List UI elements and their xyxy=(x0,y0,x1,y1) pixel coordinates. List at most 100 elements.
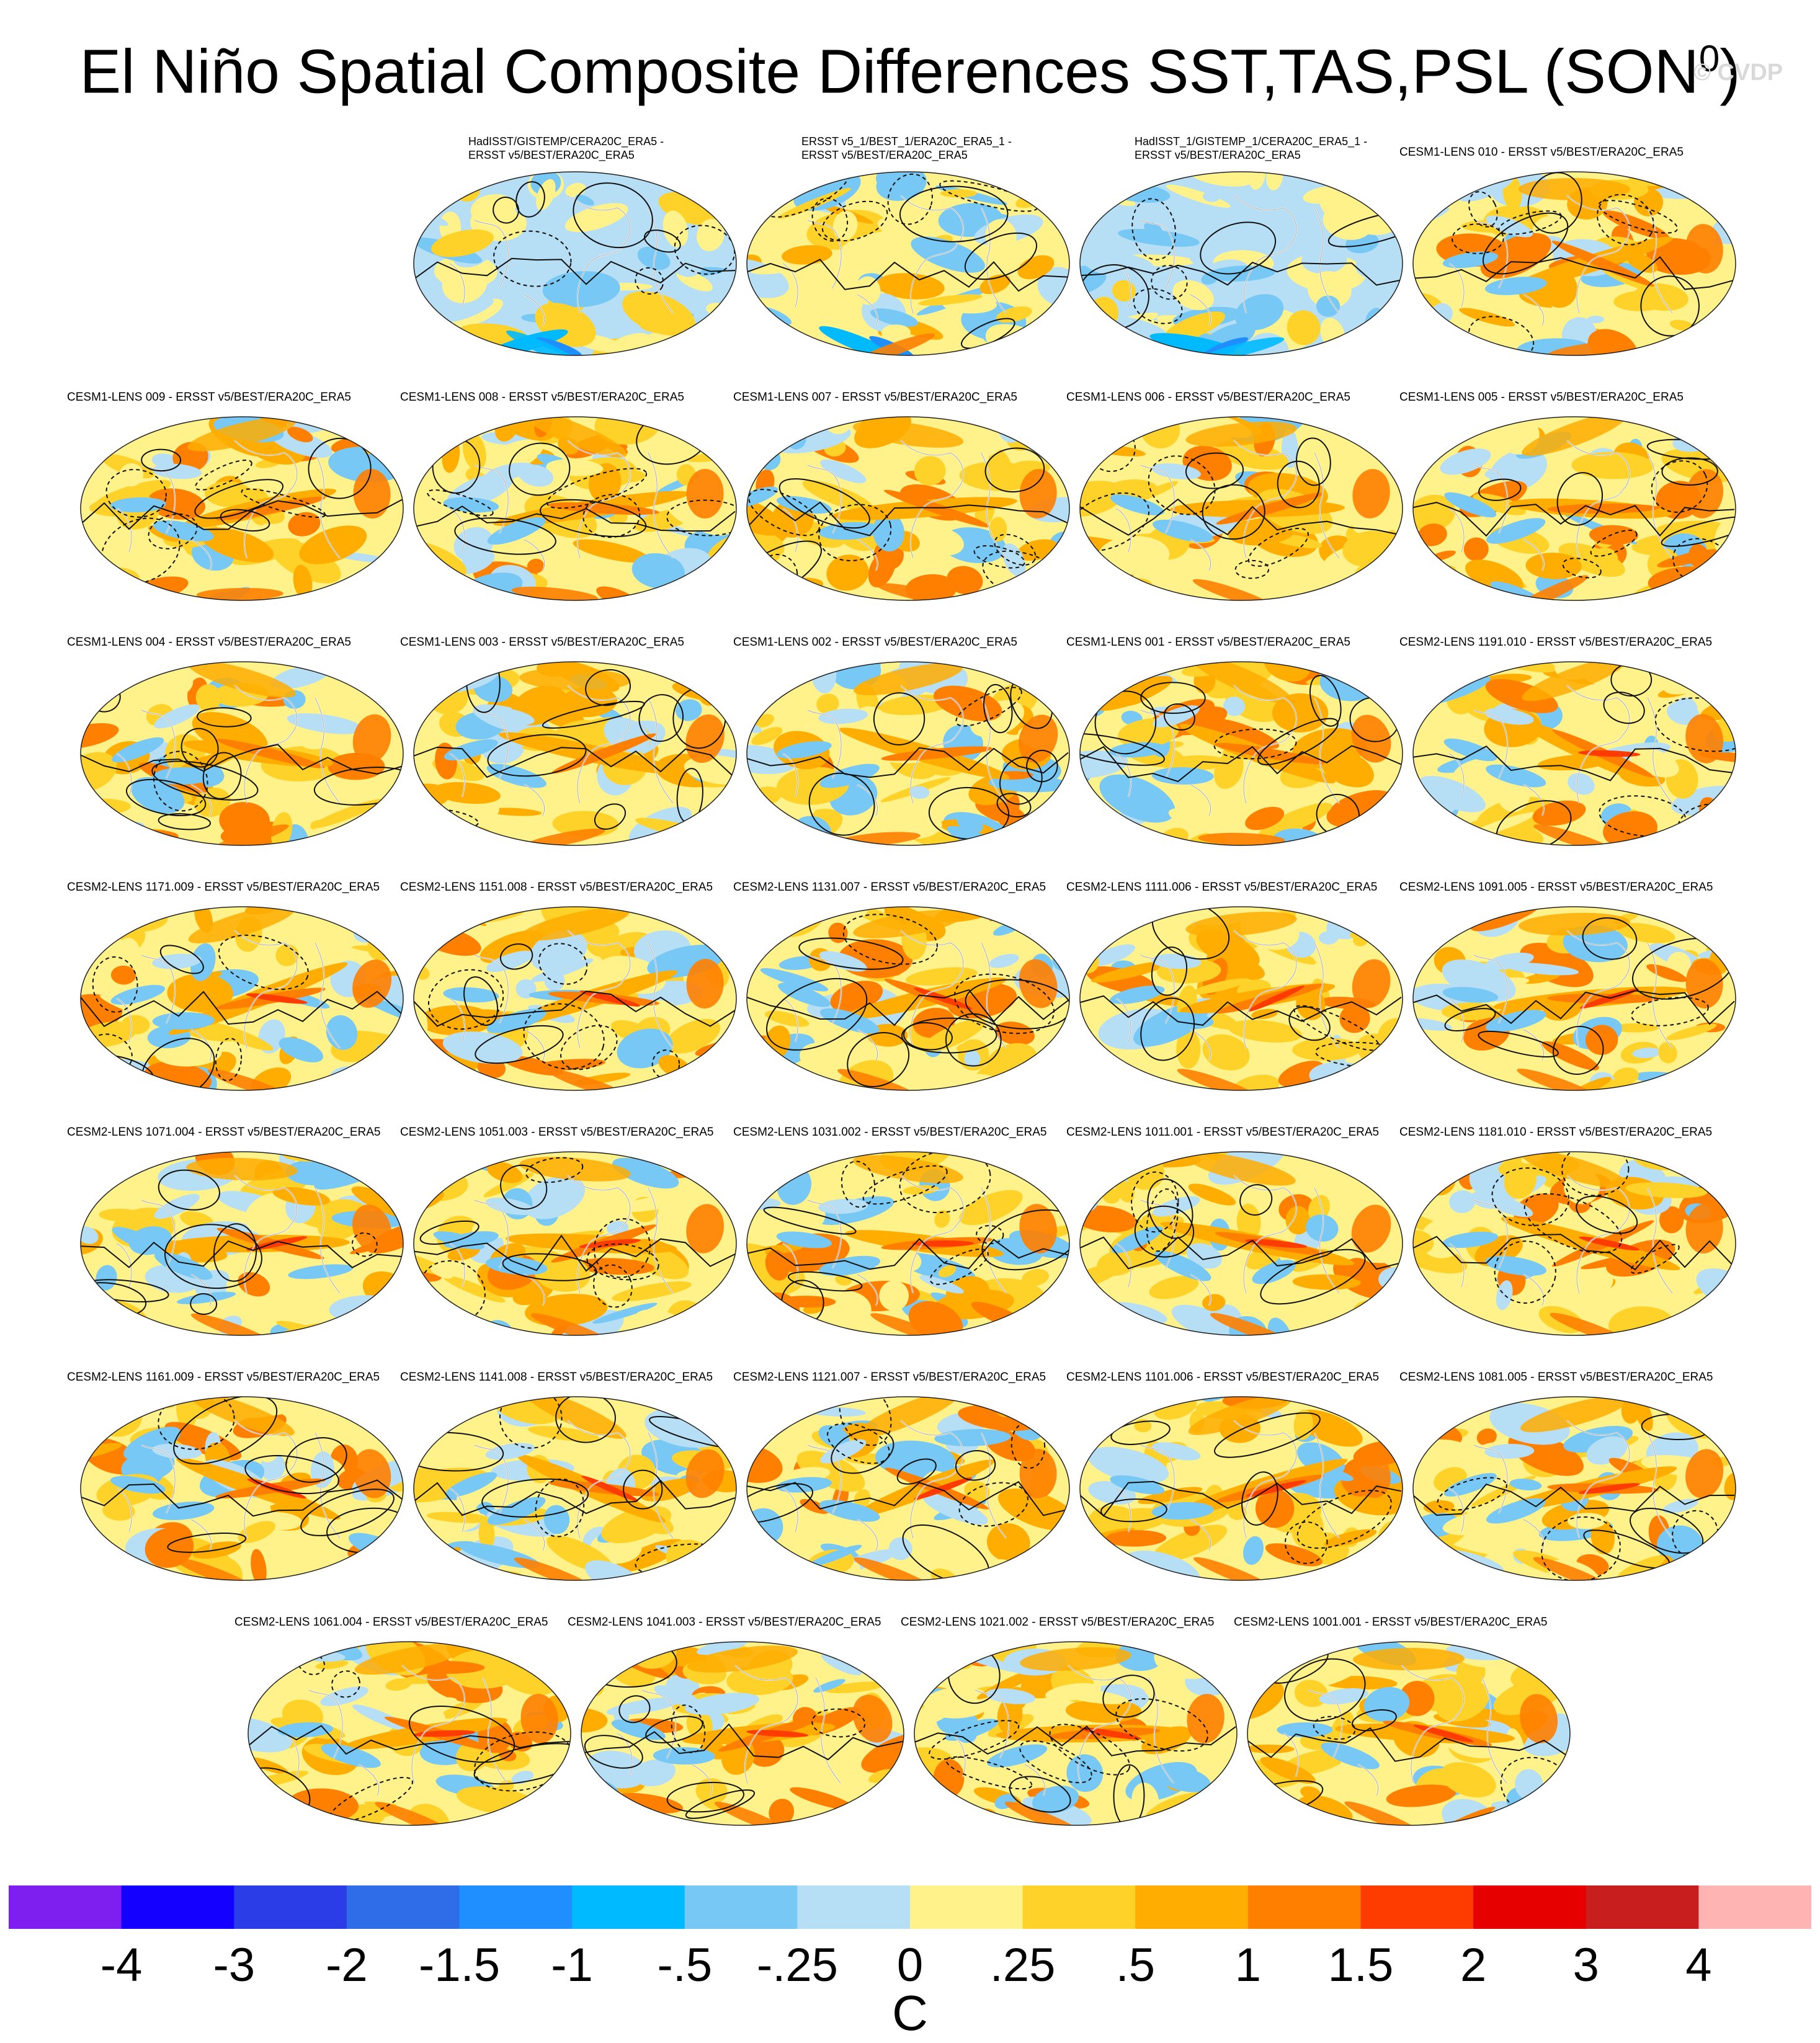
panel-title: CESM2-LENS 1121.007 - ERSST v5/BEST/ERA2… xyxy=(733,1371,1046,1384)
panel-title: CESM2-LENS 1101.006 - ERSST v5/BEST/ERA2… xyxy=(1066,1371,1380,1384)
panel-title: CESM1-LENS 005 - ERSST v5/BEST/ERA20C_ER… xyxy=(1399,391,1684,404)
panel-title: CESM2-LENS 1191.010 - ERSST v5/BEST/ERA2… xyxy=(1399,636,1713,649)
map-panel: CESM1-LENS 001 - ERSST v5/BEST/ERA20C_ER… xyxy=(1066,630,1411,860)
map-panel: CESM2-LENS 1131.007 - ERSST v5/BEST/ERA2… xyxy=(733,875,1078,1105)
colorbar-swatch xyxy=(1022,1885,1136,1929)
panel-map xyxy=(1412,661,1736,846)
panel-map xyxy=(413,661,737,846)
panel-map xyxy=(1079,171,1403,356)
panel-title: CESM2-LENS 1071.004 - ERSST v5/BEST/ERA2… xyxy=(67,1126,381,1139)
colorbar-tick-label: 1.5 xyxy=(1327,1939,1394,1992)
panel-map xyxy=(248,1641,571,1826)
panel-map xyxy=(413,1396,737,1581)
map-panel: HadISST/GISTEMP/CERA20C_ERA5 - ERSST v5/… xyxy=(413,135,745,370)
colorbar-swatch xyxy=(1247,1885,1362,1929)
colorbar-tick-label: 3 xyxy=(1572,1939,1599,1992)
panel-map xyxy=(1079,906,1403,1091)
panel-title: HadISST_1/GISTEMP_1/CERA20C_ERA5_1 - ERS… xyxy=(1135,135,1368,161)
panel-title: CESM2-LENS 1141.008 - ERSST v5/BEST/ERA2… xyxy=(400,1371,713,1384)
panel-map xyxy=(80,906,404,1091)
panel-title: CESM2-LENS 1161.009 - ERSST v5/BEST/ERA2… xyxy=(67,1371,380,1384)
panel-title: ERSST v5_1/BEST_1/ERA20C_ERA5_1 - ERSST … xyxy=(801,135,1012,161)
panel-map xyxy=(413,171,737,356)
map-panel: CESM2-LENS 1111.006 - ERSST v5/BEST/ERA2… xyxy=(1066,875,1411,1105)
map-panel: CESM2-LENS 1091.005 - ERSST v5/BEST/ERA2… xyxy=(1399,875,1744,1105)
colorbar-tick-label: 2 xyxy=(1460,1939,1487,1992)
panel-title: CESM1-LENS 006 - ERSST v5/BEST/ERA20C_ER… xyxy=(1066,391,1350,404)
watermark: © CVDP xyxy=(1693,60,1783,86)
colorbar-swatch xyxy=(346,1885,460,1929)
map-panel: CESM1-LENS 002 - ERSST v5/BEST/ERA20C_ER… xyxy=(733,630,1078,860)
map-panel: CESM2-LENS 1021.002 - ERSST v5/BEST/ERA2… xyxy=(901,1609,1246,1840)
colorbar-swatch xyxy=(797,1885,911,1929)
panel-map xyxy=(1079,1396,1403,1581)
panel-title: CESM2-LENS 1091.005 - ERSST v5/BEST/ERA2… xyxy=(1399,881,1713,894)
panel-map xyxy=(914,1641,1238,1826)
map-panel: CESM1-LENS 009 - ERSST v5/BEST/ERA20C_ER… xyxy=(67,385,412,615)
map-panel: CESM2-LENS 1181.010 - ERSST v5/BEST/ERA2… xyxy=(1399,1119,1744,1350)
panel-map xyxy=(413,1151,737,1336)
panel-map xyxy=(413,416,737,601)
map-panel: ERSST v5_1/BEST_1/ERA20C_ERA5_1 - ERSST … xyxy=(746,135,1078,370)
colorbar-swatch xyxy=(1135,1885,1249,1929)
map-panel: CESM2-LENS 1121.007 - ERSST v5/BEST/ERA2… xyxy=(733,1364,1078,1595)
map-panel: CESM1-LENS 007 - ERSST v5/BEST/ERA20C_ER… xyxy=(733,385,1078,615)
map-panel: CESM2-LENS 1151.008 - ERSST v5/BEST/ERA2… xyxy=(400,875,745,1105)
panel-grid: HadISST/GISTEMP/CERA20C_ERA5 - ERSST v5/… xyxy=(67,135,1744,1840)
colorbar-tick-label: .5 xyxy=(1115,1939,1155,1992)
map-panel: CESM2-LENS 1171.009 - ERSST v5/BEST/ERA2… xyxy=(67,875,412,1105)
panel-title: CESM1-LENS 004 - ERSST v5/BEST/ERA20C_ER… xyxy=(67,636,351,649)
map-panel: CESM2-LENS 1041.003 - ERSST v5/BEST/ERA2… xyxy=(568,1609,912,1840)
panel-title: CESM2-LENS 1061.004 - ERSST v5/BEST/ERA2… xyxy=(234,1616,548,1629)
panel-title: CESM2-LENS 1151.008 - ERSST v5/BEST/ERA2… xyxy=(400,881,713,894)
map-panel: CESM2-LENS 1101.006 - ERSST v5/BEST/ERA2… xyxy=(1066,1364,1411,1595)
colorbar-swatch xyxy=(1360,1885,1474,1929)
panel-map xyxy=(1079,416,1403,601)
panel-title: CESM2-LENS 1171.009 - ERSST v5/BEST/ERA2… xyxy=(67,881,380,894)
colorbar-tick-label: 0 xyxy=(896,1939,924,1992)
colorbar-swatch xyxy=(1473,1885,1587,1929)
colorbar-swatch xyxy=(234,1885,347,1929)
panel-title: CESM2-LENS 1031.002 - ERSST v5/BEST/ERA2… xyxy=(733,1126,1047,1139)
colorbar-swatch xyxy=(459,1885,573,1929)
map-panel: CESM2-LENS 1051.003 - ERSST v5/BEST/ERA2… xyxy=(400,1119,745,1350)
panel-title: CESM1-LENS 009 - ERSST v5/BEST/ERA20C_ER… xyxy=(67,391,351,404)
panel-map xyxy=(746,661,1070,846)
colorbar-swatch xyxy=(121,1885,234,1929)
map-panel: CESM2-LENS 1031.002 - ERSST v5/BEST/ERA2… xyxy=(733,1119,1078,1350)
colorbar-tick-label: -1.5 xyxy=(419,1939,500,1992)
colorbar-tick-label: -.5 xyxy=(657,1939,713,1992)
panel-map xyxy=(413,906,737,1091)
panel-title: CESM2-LENS 1041.003 - ERSST v5/BEST/ERA2… xyxy=(568,1616,881,1629)
map-panel: CESM1-LENS 006 - ERSST v5/BEST/ERA20C_ER… xyxy=(1066,385,1411,615)
map-panel: CESM2-LENS 1001.001 - ERSST v5/BEST/ERA2… xyxy=(1234,1609,1579,1840)
colorbar-swatch xyxy=(9,1885,122,1929)
map-panel: CESM1-LENS 003 - ERSST v5/BEST/ERA20C_ER… xyxy=(400,630,745,860)
panel-title: CESM2-LENS 1051.003 - ERSST v5/BEST/ERA2… xyxy=(400,1126,714,1139)
panel-title: CESM2-LENS 1001.001 - ERSST v5/BEST/ERA2… xyxy=(1234,1616,1548,1629)
colorbar-tick-label: -4 xyxy=(100,1939,143,1992)
map-panel: CESM2-LENS 1061.004 - ERSST v5/BEST/ERA2… xyxy=(234,1609,579,1840)
panel-title: CESM2-LENS 1131.007 - ERSST v5/BEST/ERA2… xyxy=(733,881,1046,894)
panel-title: CESM1-LENS 002 - ERSST v5/BEST/ERA20C_ER… xyxy=(733,636,1017,649)
colorbar-swatch xyxy=(1698,1885,1811,1929)
map-panel: CESM2-LENS 1161.009 - ERSST v5/BEST/ERA2… xyxy=(67,1364,412,1595)
panel-title: CESM2-LENS 1011.001 - ERSST v5/BEST/ERA2… xyxy=(1066,1126,1380,1139)
panel-map xyxy=(1412,1396,1736,1581)
panel-title: CESM2-LENS 1111.006 - ERSST v5/BEST/ERA2… xyxy=(1066,881,1378,894)
panel-map xyxy=(80,1151,404,1336)
panel-map xyxy=(80,661,404,846)
panel-map xyxy=(746,1396,1070,1581)
panel-map xyxy=(1079,1151,1403,1336)
map-panel: CESM2-LENS 1071.004 - ERSST v5/BEST/ERA2… xyxy=(67,1119,412,1350)
colorbar-tick-label: .25 xyxy=(989,1939,1056,1992)
panel-map xyxy=(1412,416,1736,601)
panel-map xyxy=(581,1641,904,1826)
map-panel: CESM1-LENS 008 - ERSST v5/BEST/ERA20C_ER… xyxy=(400,385,745,615)
map-panel: CESM1-LENS 004 - ERSST v5/BEST/ERA20C_ER… xyxy=(67,630,412,860)
panel-title: CESM1-LENS 010 - ERSST v5/BEST/ERA20C_ER… xyxy=(1399,146,1684,159)
panel-map xyxy=(1079,661,1403,846)
map-panel: CESM2-LENS 1191.010 - ERSST v5/BEST/ERA2… xyxy=(1399,630,1744,860)
panel-map xyxy=(1412,1151,1736,1336)
panel-title: CESM1-LENS 001 - ERSST v5/BEST/ERA20C_ER… xyxy=(1066,636,1350,649)
